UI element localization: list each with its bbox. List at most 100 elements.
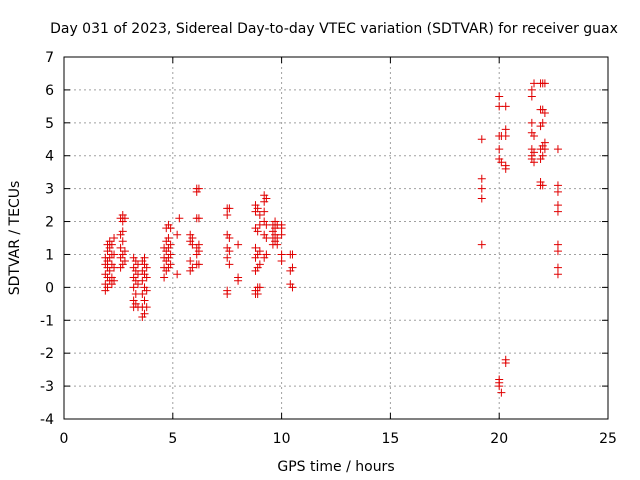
data-point [225, 260, 234, 269]
data-point [530, 148, 539, 157]
x-tick-label: 15 [381, 431, 399, 447]
data-point [120, 257, 129, 266]
data-point [497, 158, 506, 167]
data-point [234, 240, 243, 249]
data-point [173, 230, 182, 239]
x-tick-labels: 0 5 10 15 20 25 [60, 431, 617, 447]
data-point [495, 382, 504, 391]
y-tick-label: 3 [45, 182, 54, 198]
y-tick-label: 4 [45, 149, 54, 165]
x-tick-label: 20 [490, 431, 508, 447]
data-point [253, 204, 262, 213]
data-point [175, 214, 184, 223]
data-point [142, 286, 151, 295]
data-point [527, 85, 536, 94]
data-point [501, 355, 510, 364]
data-point [540, 138, 549, 147]
data-point [288, 263, 297, 272]
data-point [260, 207, 269, 216]
data-point [288, 283, 297, 292]
chart-title: Day 031 of 2023, Sidereal Day-to-day VTE… [50, 21, 618, 37]
data-point [118, 227, 127, 236]
axis-ticks [63, 56, 609, 420]
data-point [166, 240, 175, 249]
data-point [540, 108, 549, 117]
data-point [538, 151, 547, 160]
data-point [540, 79, 549, 88]
data-point [110, 250, 119, 259]
data-point [553, 181, 562, 190]
data-point [497, 388, 506, 397]
data-point [129, 283, 138, 292]
data-point [495, 145, 504, 154]
data-point [138, 276, 147, 285]
data-point [251, 243, 260, 252]
data-point [225, 234, 234, 242]
x-tick-label: 10 [273, 431, 291, 447]
data-point [553, 240, 562, 249]
data-point [255, 283, 264, 292]
data-point [140, 296, 149, 305]
data-point [223, 286, 232, 295]
data-point [142, 273, 151, 282]
plot-frame [63, 56, 609, 420]
data-point [188, 234, 197, 242]
data-point [118, 237, 127, 246]
data-point [530, 158, 539, 167]
x-tick-label: 0 [60, 431, 69, 447]
data-point [477, 174, 486, 183]
data-point [194, 214, 203, 223]
data-point [234, 273, 243, 282]
data-point [255, 260, 264, 269]
y-tick-label: -1 [40, 313, 54, 329]
data-point [116, 243, 125, 252]
data-point [501, 161, 510, 170]
data-point [477, 184, 486, 193]
data-point [188, 263, 197, 272]
data-point [553, 201, 562, 210]
data-point [173, 270, 182, 279]
x-tick-label: 5 [168, 431, 177, 447]
data-point [495, 92, 504, 101]
data-point [133, 280, 142, 289]
data-point [527, 118, 536, 127]
y-tick-label: -3 [40, 379, 54, 395]
data-point [223, 253, 232, 262]
data-point [186, 257, 195, 266]
y-tick-label: 7 [45, 50, 54, 66]
data-point [288, 250, 297, 259]
y-tick-labels: -4 -3 -2 -1 0 1 2 3 4 5 6 7 [40, 50, 54, 428]
data-point [194, 240, 203, 249]
data-point [138, 289, 147, 298]
x-axis-label: GPS time / hours [277, 459, 394, 475]
data-point [107, 240, 116, 249]
y-tick-label: 0 [45, 280, 54, 296]
data-point [538, 181, 547, 190]
y-axis-label: SDTVAR / TECUs [7, 181, 23, 296]
data-point [225, 204, 234, 213]
y-tick-label: 6 [45, 83, 54, 99]
y-tick-label: -2 [40, 346, 54, 362]
data-point [273, 234, 282, 242]
data-point [166, 260, 175, 269]
data-point [140, 309, 149, 318]
data-point [477, 135, 486, 144]
data-point [164, 234, 173, 242]
data-point [501, 102, 510, 111]
y-tick-label: 5 [45, 116, 54, 132]
data-point [110, 276, 119, 285]
data-point [277, 220, 286, 229]
data-point [477, 240, 486, 249]
data-point [142, 303, 151, 312]
data-point [255, 210, 264, 219]
data-point [120, 214, 129, 223]
data-point [103, 283, 112, 292]
data-point [105, 266, 114, 275]
data-point [194, 260, 203, 269]
data-point [110, 234, 119, 242]
data-point [166, 224, 175, 233]
data-point [120, 247, 129, 256]
data-point [262, 194, 271, 203]
data-points [101, 79, 562, 397]
